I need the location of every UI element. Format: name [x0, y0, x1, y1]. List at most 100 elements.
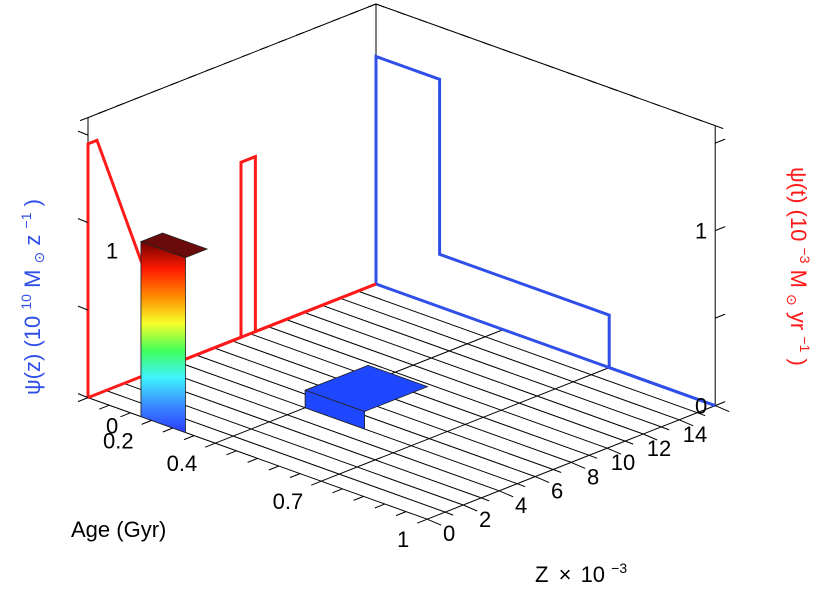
tall-bar: [139, 232, 209, 434]
psi-t-tick: [77, 218, 89, 224]
left-wall-top-tick: [503, 49, 512, 54]
age-tick: [571, 461, 586, 469]
z-tick: [77, 397, 89, 403]
floor-bar-top-face: [304, 364, 429, 412]
floor-bar: [304, 364, 429, 430]
left-wall-top-tick: [672, 109, 681, 114]
z-tick: [311, 480, 322, 486]
grid-line-age: [141, 375, 482, 499]
left-wall-top-tick: [693, 117, 703, 122]
psi-z-label-mid: M: [20, 270, 45, 288]
psi-z-tick: [715, 138, 726, 144]
grid-line-age: [285, 319, 626, 442]
z-tick-label: 0.2: [103, 428, 134, 453]
left-wall-top-tick: [481, 41, 491, 46]
grid-line-age: [321, 304, 662, 428]
psi-z-panel: [374, 54, 716, 408]
age-tick: [715, 405, 730, 413]
psi-t-label-mid: M: [786, 270, 811, 288]
grid-line-age: [249, 333, 590, 456]
age-tick-label: 10: [611, 450, 635, 475]
age-tick: [499, 490, 514, 498]
age-tick: [697, 412, 706, 417]
age-tick: [553, 469, 562, 473]
left-wall-top-tick: [439, 26, 448, 31]
psi-t-tick: [77, 130, 89, 136]
left-wall-top-tick: [545, 64, 554, 69]
z-tick: [247, 457, 258, 463]
grid-line-age: [267, 326, 608, 449]
psi-z-label-exp2: −1: [18, 212, 34, 228]
psi-z-tick: [715, 401, 726, 407]
age-tick: [517, 483, 526, 488]
psi-t-label-exp1: −3: [797, 247, 813, 263]
age-axis-label: Age (Gyr): [71, 517, 166, 542]
psi-z-label-main: ψ(z) (10: [20, 316, 45, 395]
z-tick: [120, 412, 131, 418]
age-tick-label: 2: [479, 507, 491, 532]
psi-t-tick: [77, 393, 89, 399]
age-tick: [661, 426, 670, 431]
psi-z-baseline: [375, 282, 716, 408]
z-tick: [99, 404, 110, 410]
age-tick-label: 6: [551, 479, 563, 504]
z-tick: [205, 442, 216, 448]
psi-z-tick-label: 0: [695, 394, 707, 419]
z-tick-label: 0.7: [273, 489, 304, 514]
tick-marks: [77, 3, 730, 526]
z-tick: [141, 419, 152, 425]
z-axis-label-z: Z: [535, 562, 548, 587]
right-wall-top-tick: [187, 74, 197, 79]
psi-z-tick: [715, 313, 726, 319]
tall-bar-front-face: [140, 241, 186, 434]
left-wall-top-tick: [375, 3, 385, 8]
left-wall-top-tick: [587, 79, 597, 84]
psi-t-tick: [77, 305, 89, 311]
z-tick: [226, 450, 237, 456]
grid-line-age: [303, 311, 644, 435]
psi-z-tick-label: 1: [695, 219, 707, 244]
z-tick-label: 0.4: [167, 451, 198, 476]
age-tick-label: 8: [587, 464, 599, 489]
age-tick: [481, 497, 490, 502]
psi-t-panel: [86, 138, 377, 399]
right-wall-top-tick: [205, 67, 215, 72]
right-wall-top-tick: [169, 81, 179, 86]
psi-t-label-main: ψ(t) (10: [786, 167, 811, 241]
z-tick: [332, 488, 343, 494]
z-axis-label-times: ×: [559, 562, 572, 587]
age-tick: [607, 447, 622, 455]
z-tick: [268, 465, 279, 471]
right-wall-top-tick: [79, 117, 89, 122]
left-wall-top-tick: [609, 87, 618, 92]
age-tick-label: 12: [647, 436, 671, 461]
age-tick: [679, 419, 694, 427]
age-tick: [643, 433, 658, 441]
psi-t-tick-label: 1: [106, 239, 118, 264]
right-wall-top-tick: [241, 53, 251, 58]
age-tick: [463, 504, 478, 512]
age-tick: [625, 440, 634, 445]
right-wall-top-tick: [223, 60, 233, 65]
grid-line-z: [321, 367, 610, 482]
right-wall-top-tick: [367, 3, 377, 8]
bars-3d: [139, 232, 429, 434]
age-tick-label: 0: [443, 521, 455, 546]
z-tick: [395, 511, 407, 517]
z-tick: [374, 503, 385, 509]
psi-t-label-sun: ⊙: [784, 294, 800, 306]
age-tick: [535, 476, 550, 484]
age-tick: [427, 518, 442, 526]
psi-t-axis-label: ψ(t) (10 −3 M ⊙ yr −1 ): [782, 167, 820, 366]
z-tick: [183, 435, 195, 441]
left-wall-top-tick: [460, 33, 469, 38]
psi-z-label-close: ): [20, 199, 45, 206]
left-wall-top-tick: [397, 11, 406, 16]
right-wall-top-tick: [151, 88, 161, 93]
right-wall-top-tick: [313, 24, 323, 29]
z-axis-label-exp: −3: [611, 560, 627, 576]
age-tick-label: 4: [515, 493, 527, 518]
tall-bar-top-face: [139, 232, 209, 259]
right-wall-top-tick: [349, 10, 359, 15]
